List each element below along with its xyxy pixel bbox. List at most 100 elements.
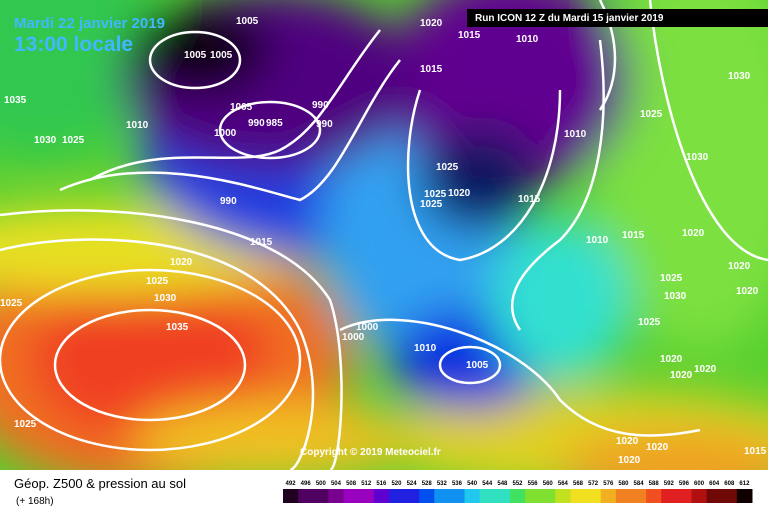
isobar-label: 1020 — [170, 257, 193, 268]
isobar-label: 1005 — [230, 102, 253, 113]
isobar-label: 1025 — [62, 135, 85, 146]
isobar-label: 985 — [266, 118, 283, 129]
legend-label: 608 — [724, 481, 735, 487]
legend-label: 568 — [573, 481, 584, 487]
legend-swatch — [388, 489, 405, 503]
isobar-label: 1010 — [126, 120, 149, 131]
isobar-label: 1035 — [166, 322, 189, 333]
legend-label: 552 — [512, 481, 523, 487]
legend-label: 572 — [588, 481, 599, 487]
legend-label: 580 — [618, 481, 629, 487]
isobar-label: 1020 — [618, 455, 641, 466]
legend-label: 588 — [649, 481, 660, 487]
isobar-label: 1025 — [420, 199, 443, 210]
isobar-label: 1025 — [424, 189, 447, 200]
legend-swatch — [419, 489, 435, 503]
legend-label: 492 — [286, 481, 297, 487]
isobar-label: 1015 — [518, 194, 541, 205]
legend-label: 540 — [467, 481, 478, 487]
run-banner — [467, 9, 768, 27]
legend-label: 500 — [316, 481, 327, 487]
isobar-label: 1025 — [0, 298, 23, 309]
legend-swatch — [676, 489, 692, 503]
legend-swatch — [464, 489, 481, 503]
legend-swatch — [434, 489, 450, 503]
legend-label: 528 — [422, 481, 433, 487]
legend-swatch — [630, 489, 647, 503]
legend-swatch — [494, 489, 511, 503]
legend-label: 596 — [679, 481, 690, 487]
legend-swatch — [570, 489, 587, 503]
isobar-label: 1010 — [586, 235, 609, 246]
legend-label: 504 — [331, 481, 342, 487]
legend-swatch — [736, 489, 753, 503]
isobar-label: 1030 — [34, 135, 57, 146]
isobar-label: 1005 — [466, 360, 489, 371]
legend-swatch — [691, 489, 708, 503]
legend-label: 564 — [558, 481, 569, 487]
isobar-label: 1000 — [214, 128, 237, 139]
isobar-label: 1020 — [646, 442, 669, 453]
legend-swatch — [328, 489, 345, 503]
isobar-label: 990 — [220, 196, 237, 207]
isobar-label: 990 — [248, 118, 265, 129]
isobar-label: 1025 — [14, 419, 37, 430]
isobar-label: 1005 — [210, 50, 233, 61]
legend-label: 604 — [709, 481, 720, 487]
isobar-label: 1035 — [4, 95, 27, 106]
legend-swatch — [373, 489, 390, 503]
legend-swatch — [600, 489, 617, 503]
legend-label: 584 — [634, 481, 645, 487]
isobar-label: 1025 — [146, 276, 169, 287]
isobar-label: 1005 — [184, 50, 207, 61]
isobar-label: 1025 — [638, 317, 661, 328]
legend-label: 556 — [528, 481, 539, 487]
copyright: Copyright © 2019 Meteociel.fr — [300, 447, 441, 458]
legend-swatch — [343, 489, 360, 503]
legend-label: 524 — [407, 481, 418, 487]
forecast-time: 13:00 locale — [14, 33, 133, 56]
isobar-label: 1000 — [356, 322, 379, 333]
isobar-label: 1020 — [420, 18, 443, 29]
legend-label: 560 — [543, 481, 554, 487]
legend-label: 508 — [346, 481, 357, 487]
isobar-label: 1025 — [660, 273, 683, 284]
isobar-label: 1000 — [342, 332, 365, 343]
isobar-label: 1015 — [420, 64, 443, 75]
footer-title: Géop. Z500 & pression au sol — [14, 476, 186, 491]
legend-label: 548 — [497, 481, 508, 487]
isobar-label: 1025 — [640, 109, 663, 120]
legend-label: 612 — [739, 481, 750, 487]
legend-swatch — [404, 489, 420, 503]
isobar-label: 990 — [316, 119, 333, 130]
legend-swatch — [615, 489, 632, 503]
legend-swatch — [509, 489, 526, 503]
isobar-label: 1020 — [728, 261, 751, 272]
isobar-label: 1030 — [728, 71, 751, 82]
isobar-label: 1025 — [436, 162, 459, 173]
legend-label: 520 — [391, 481, 402, 487]
isobar-label: 1020 — [682, 228, 705, 239]
legend-label: 600 — [694, 481, 705, 487]
legend-swatch — [706, 489, 723, 503]
isobar-label: 1015 — [250, 237, 273, 248]
legend-label: 496 — [301, 481, 312, 487]
isobar-label: 1015 — [744, 446, 767, 457]
isobar-label: 1010 — [564, 129, 587, 140]
legend-label: 512 — [361, 481, 372, 487]
legend-swatch — [358, 489, 375, 503]
isobar-label: 1005 — [236, 16, 259, 27]
isobar-label: 1020 — [694, 364, 717, 375]
legend-swatch — [555, 489, 571, 503]
legend-label: 516 — [376, 481, 387, 487]
legend-label: 532 — [437, 481, 448, 487]
isobar-label: 1020 — [670, 370, 693, 381]
isobar-label: 1010 — [414, 343, 437, 354]
legend-swatch — [540, 489, 556, 503]
legend-swatch — [449, 489, 466, 503]
legend-label: 544 — [482, 481, 493, 487]
legend-swatch — [525, 489, 541, 503]
